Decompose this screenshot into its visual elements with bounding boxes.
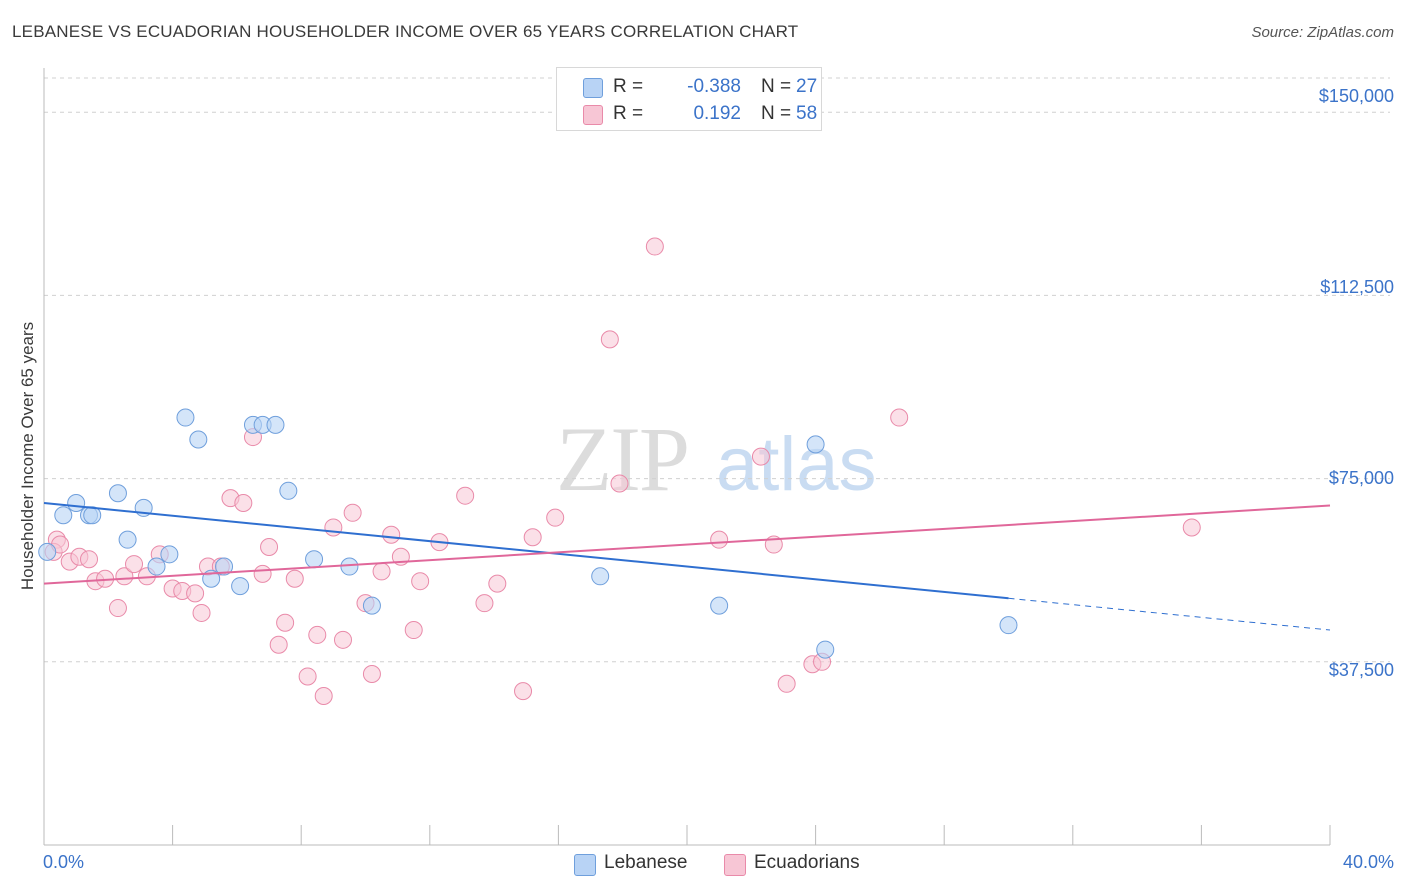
ecuadorians-point (404, 621, 423, 640)
lebanese-point (710, 596, 729, 615)
ecuadorians-point (488, 574, 507, 593)
ecuadorians-point (343, 503, 362, 522)
ecuadorians-point (456, 486, 475, 505)
lebanese-point (999, 616, 1018, 635)
y-tick-label: $150,000 (1318, 86, 1394, 106)
ecuadorians-point (751, 447, 770, 466)
stats-legend: R = -0.388 N = 27 R = 0.192 N = 58 (556, 67, 822, 131)
ecuadorians-point (314, 686, 333, 705)
ecuadorians-point (276, 613, 295, 632)
lebanese-point (147, 557, 166, 576)
y-tick-label: $37,500 (1328, 660, 1394, 680)
y-axis-label: Householder Income Over 65 years (18, 321, 37, 591)
legend-label: Lebanese (604, 852, 688, 873)
ecuadorians-point (186, 584, 205, 603)
lebanese-point (279, 481, 298, 500)
ecuadorians-point (362, 665, 381, 684)
lebanese-point (108, 484, 127, 503)
n-value: 27 (796, 76, 818, 97)
lebanese-point (591, 567, 610, 586)
r-label: R = (613, 103, 644, 124)
lebanese-point (305, 550, 324, 569)
y-tick-label: $112,500 (1320, 277, 1394, 297)
chart-title: LEBANESE VS ECUADORIAN HOUSEHOLDER INCOM… (12, 22, 799, 41)
lebanese-point (816, 640, 835, 659)
lebanese-point (340, 557, 359, 576)
source-label: Source: ZipAtlas.com (1251, 24, 1394, 41)
r-value: 0.192 (693, 103, 741, 124)
ecuadorians-point (710, 530, 729, 549)
lebanese-trendline (43, 502, 1009, 600)
ecuadorians-point (333, 630, 352, 649)
ecuadorians-point (600, 330, 619, 349)
ecuadorians-point (523, 528, 542, 547)
lebanese-point (231, 577, 250, 596)
y-tick-label: $75,000 (1328, 468, 1394, 488)
ecuadorians-point (260, 537, 279, 556)
lebanese-point (806, 435, 825, 454)
ecuadorians-point (285, 569, 304, 588)
x-tick-label-max: 40.0% (1342, 852, 1394, 872)
ecuadorians-point (514, 682, 533, 701)
ecuadorians-swatch (583, 105, 603, 125)
lebanese-point (118, 530, 137, 549)
ecuadorians-point (475, 594, 494, 613)
ecuadorians-point (298, 667, 317, 686)
n-value: 58 (796, 103, 818, 124)
ecuadorians-point (234, 494, 253, 513)
lebanese-trendline-extension (1008, 597, 1331, 631)
ecuadorians-point (269, 635, 288, 654)
watermark-atlas: atlas (716, 422, 877, 507)
lebanese-point (176, 408, 195, 427)
lebanese-point (67, 494, 86, 513)
r-value: -0.388 (687, 76, 741, 97)
lebanese-swatch (574, 854, 596, 876)
ecuadorians-point (108, 599, 127, 618)
lebanese-point (38, 542, 57, 561)
ecuadorians-point (411, 572, 430, 591)
lebanese-point (83, 506, 102, 525)
lebanese-point (160, 545, 179, 564)
ecuadorians-point (80, 550, 99, 569)
ecuadorians-point (115, 567, 134, 586)
lebanese-point (189, 430, 208, 449)
x-tick-label-min: 0.0% (43, 852, 85, 872)
ecuadorians-point (308, 625, 327, 644)
ecuadorians-point (192, 603, 211, 622)
ecuadorians-swatch (724, 854, 746, 876)
ecuadorians-point (372, 562, 391, 581)
lebanese-point (54, 506, 73, 525)
lebanese-point (215, 557, 234, 576)
watermark-zip: ZIP (556, 408, 688, 510)
ecuadorians-point (324, 518, 343, 537)
ecuadorians-trendline (43, 504, 1331, 585)
ecuadorians-point (890, 408, 909, 427)
ecuadorians-point (610, 474, 629, 493)
ecuadorians-point (546, 508, 565, 527)
n-label: N = (761, 103, 792, 124)
ecuadorians-point (1182, 518, 1201, 537)
ecuadorians-point (645, 237, 664, 256)
ecuadorians-point (382, 525, 401, 544)
ecuadorians-point (253, 564, 272, 583)
n-label: N = (761, 76, 792, 97)
ecuadorians-point (777, 674, 796, 693)
lebanese-point (266, 415, 285, 434)
ecuadorians-point (125, 555, 144, 574)
lebanese-point (362, 596, 381, 615)
legend-label: Ecuadorians (754, 852, 860, 873)
lebanese-swatch (583, 78, 603, 98)
r-label: R = (613, 76, 644, 97)
